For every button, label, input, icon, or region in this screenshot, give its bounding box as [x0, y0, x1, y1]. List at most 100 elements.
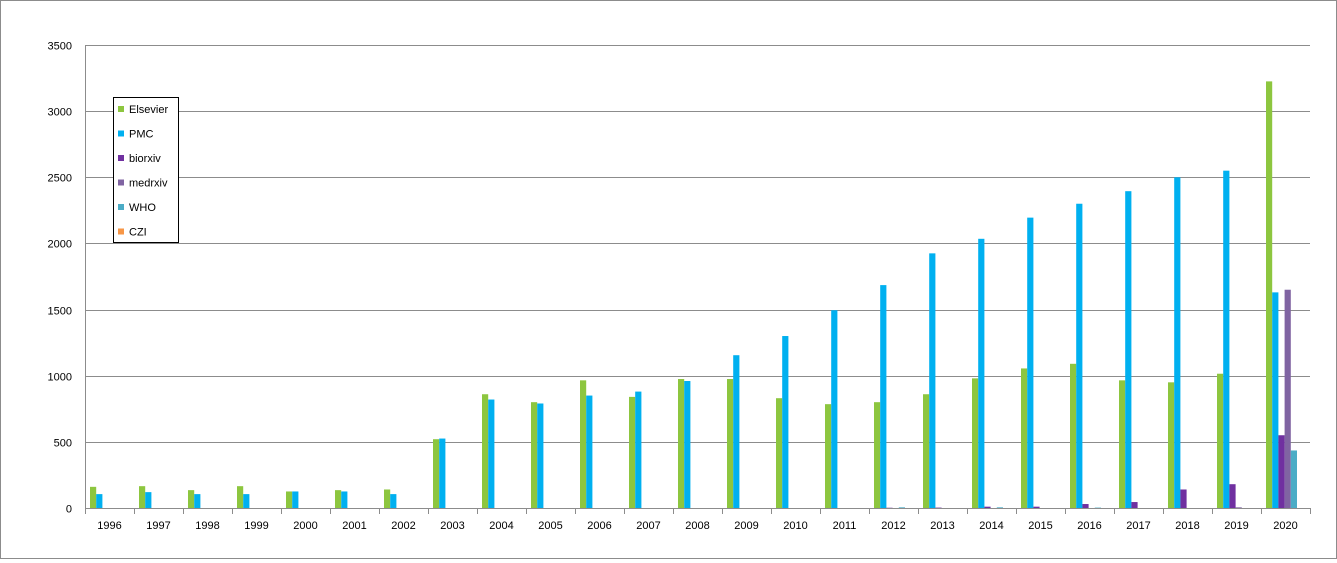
- x-tick-label: 2003: [440, 520, 464, 532]
- bar: [1070, 364, 1076, 508]
- x-tick-label: 2020: [1273, 520, 1297, 532]
- bar: [1021, 368, 1027, 508]
- bar: [727, 379, 733, 508]
- bar: [1033, 507, 1039, 508]
- bar: [390, 494, 396, 508]
- bar: [237, 486, 243, 508]
- x-tick-label: 2007: [636, 520, 660, 532]
- x-tick-label: 2013: [930, 520, 954, 532]
- x-tick-label: 1997: [146, 520, 170, 532]
- bar: [776, 398, 782, 508]
- bar: [997, 507, 1003, 508]
- legend-label: CZI: [129, 227, 147, 239]
- bar: [825, 404, 831, 508]
- bar: [194, 494, 200, 508]
- bar: [1027, 218, 1033, 508]
- x-tick-label: 2006: [587, 520, 611, 532]
- bar: [1272, 292, 1278, 508]
- bar: [188, 490, 194, 508]
- bar: [733, 355, 739, 508]
- bar: [831, 310, 837, 508]
- x-tick-label: 2012: [881, 520, 905, 532]
- legend-label: medrxiv: [129, 178, 168, 190]
- x-tick-label: 2010: [783, 520, 807, 532]
- x-tick-label: 2014: [979, 520, 1003, 532]
- legend-swatch: [118, 155, 124, 161]
- x-tick-label: 2009: [734, 520, 758, 532]
- y-tick-label: 1000: [48, 372, 72, 384]
- x-tick-label: 2018: [1175, 520, 1199, 532]
- legend-swatch: [118, 204, 124, 210]
- bar: [335, 490, 341, 508]
- x-tick-label: 2001: [342, 520, 366, 532]
- bar: [782, 336, 788, 508]
- bar: [923, 394, 929, 508]
- x-tick-label: 2005: [538, 520, 562, 532]
- bar: [880, 285, 886, 508]
- x-tick-label: 2004: [489, 520, 513, 532]
- x-tick-label: 2011: [833, 520, 857, 532]
- legend-label: Elsevier: [129, 104, 168, 116]
- y-tick-label: 2000: [48, 239, 72, 251]
- bar: [482, 394, 488, 508]
- y-tick-label: 1500: [48, 306, 72, 318]
- legend-label: WHO: [129, 202, 156, 214]
- bar: [580, 380, 586, 508]
- x-tick-label: 1996: [97, 520, 121, 532]
- bar: [1119, 380, 1125, 508]
- bar: [1076, 204, 1082, 508]
- x-tick-label: 2008: [685, 520, 709, 532]
- legend-label: PMC: [129, 129, 154, 141]
- bar: [145, 492, 151, 508]
- bar: [1278, 435, 1284, 508]
- bar: [1223, 171, 1229, 508]
- bar: [286, 491, 292, 508]
- bar: [1180, 489, 1186, 508]
- bar: [629, 397, 635, 508]
- bar: [90, 487, 96, 508]
- x-tick-label: 2016: [1077, 520, 1101, 532]
- bar: [874, 402, 880, 508]
- x-tick-label: 2017: [1126, 520, 1150, 532]
- y-tick-label: 3500: [48, 41, 72, 53]
- bar: [586, 396, 592, 508]
- bar: [1174, 177, 1180, 508]
- bar: [635, 392, 641, 508]
- legend-swatch: [118, 106, 124, 112]
- x-tick-label: 2002: [391, 520, 415, 532]
- bar: [1291, 450, 1297, 508]
- x-tick-label: 1999: [244, 520, 268, 532]
- x-tick-label: 2000: [293, 520, 317, 532]
- bar: [984, 507, 990, 508]
- bar: [139, 486, 145, 508]
- y-tick-label: 0: [66, 504, 72, 516]
- bar: [899, 507, 905, 508]
- x-tick-label: 2015: [1028, 520, 1052, 532]
- legend-box: [114, 98, 179, 243]
- bar: [1125, 191, 1131, 508]
- bar: [488, 400, 494, 508]
- bar: [678, 379, 684, 508]
- bar: [384, 489, 390, 508]
- bar: [978, 239, 984, 508]
- bar: [1217, 374, 1223, 508]
- bar: [1236, 507, 1242, 508]
- bar: [684, 381, 690, 508]
- bar: [531, 402, 537, 508]
- y-tick-label: 2500: [48, 173, 72, 185]
- bar: [1266, 81, 1272, 508]
- bar: [243, 494, 249, 508]
- bar: [96, 494, 102, 508]
- y-tick-label: 3000: [48, 107, 72, 119]
- legend-swatch: [118, 229, 124, 235]
- bar: [292, 491, 298, 508]
- bars: [90, 81, 1297, 508]
- x-tick-label: 2019: [1224, 520, 1248, 532]
- bar: [1131, 502, 1137, 508]
- bar: [929, 253, 935, 508]
